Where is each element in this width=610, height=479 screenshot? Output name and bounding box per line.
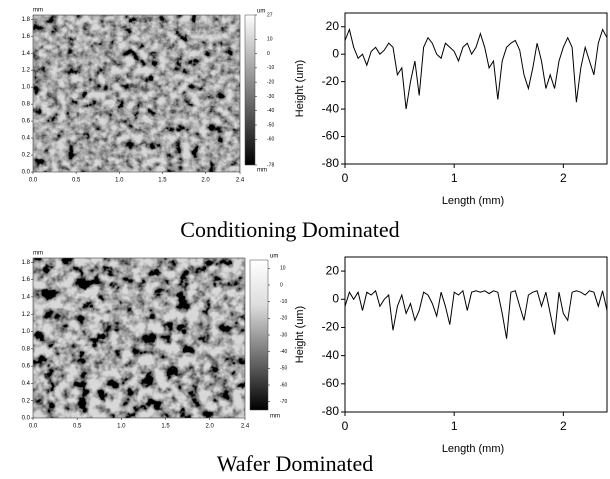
x-tick-label: 2 — [560, 419, 567, 433]
y-axis-label: Height (um) — [294, 60, 306, 117]
x-tick-label: 2.4 — [236, 178, 245, 184]
y-tick-label: 1.4 — [22, 294, 31, 300]
x-tick-label: 0.5 — [72, 178, 81, 184]
y-tick-label: 1.0 — [22, 85, 31, 91]
y-axis-label: Height (um) — [294, 306, 306, 363]
y-tick-label: 0.8 — [22, 346, 31, 352]
colorbar-tick-label: -30 — [267, 94, 274, 100]
y-tick-label: 1.4 — [22, 51, 31, 57]
x-tick-label: 0.0 — [29, 178, 38, 184]
frame — [32, 257, 246, 419]
caption: Conditioning Dominated — [180, 217, 399, 242]
y-tick-label: -80 — [322, 156, 340, 170]
colorbar-tick-label: -60 — [280, 382, 287, 388]
colorbar-unit: um — [270, 254, 278, 260]
x-tick-label: 0.5 — [73, 424, 82, 430]
y-tick-label: 1.6 — [22, 277, 31, 283]
y-tick-label: 0 — [332, 46, 339, 60]
y-tick-label: 0 — [332, 291, 339, 305]
y-tick-label: 0.8 — [22, 102, 31, 108]
colorbar-tick-label: 10 — [280, 266, 286, 272]
x-tick-label: 1 — [451, 171, 458, 185]
y-tick-label: 1.8 — [22, 260, 31, 266]
y-tick-label: 0.4 — [22, 381, 31, 387]
colorbar-unit: um — [257, 9, 265, 15]
y-tick-label: 0.4 — [22, 136, 31, 142]
y-tick-label: 0.2 — [22, 398, 31, 404]
height-map — [33, 258, 245, 418]
x-tick-label: 1.5 — [158, 178, 167, 184]
colorbar-tick-label: 10 — [267, 37, 273, 43]
colorbar-tick-label: -10 — [280, 299, 287, 305]
colorbar-tick-label: -40 — [267, 108, 274, 114]
x-tick-label: 0 — [342, 419, 349, 433]
y-unit: mm — [33, 251, 43, 257]
x-tick-label: 0.0 — [29, 424, 38, 430]
profile-line — [344, 27, 608, 110]
height-map — [33, 15, 240, 172]
colorbar-tick-label: -10 — [267, 65, 274, 71]
y-tick-label: -60 — [322, 376, 340, 390]
plot-frame — [344, 256, 608, 413]
x-unit: mm — [270, 414, 280, 420]
x-axis-label: Length (mm) — [442, 443, 504, 455]
y-tick-label: 0.0 — [22, 416, 31, 422]
colorbar-tick-label: -40 — [280, 349, 287, 355]
profile-line — [344, 289, 608, 339]
colorbar-tick-label: 27 — [267, 12, 273, 18]
y-tick-label: 1.6 — [22, 34, 31, 40]
x-axis-label: Length (mm) — [442, 195, 504, 207]
x-tick-label: 1 — [451, 419, 458, 433]
y-tick-label: 1.2 — [22, 68, 31, 74]
colorbar-tick-label: -70 — [280, 399, 287, 405]
y-tick-label: -80 — [322, 404, 340, 418]
y-tick-label: 1.8 — [22, 17, 31, 23]
y-tick-label: 20 — [326, 19, 340, 33]
colorbar-tick-label: -60 — [267, 137, 274, 143]
x-tick-label: 0 — [342, 171, 349, 185]
y-tick-label: 1.0 — [22, 329, 31, 335]
x-tick-label: 2 — [560, 171, 567, 185]
x-tick-label: 1.0 — [117, 424, 126, 430]
y-tick-label: 0.0 — [22, 170, 31, 176]
y-tick-label: -60 — [322, 129, 340, 143]
y-tick-label: -40 — [322, 101, 340, 115]
plot-frame — [344, 12, 608, 165]
y-tick-label: 0.6 — [22, 364, 31, 370]
x-tick-label: 2.0 — [201, 178, 210, 184]
y-tick-label: 1.2 — [22, 312, 31, 318]
y-tick-label: -40 — [322, 348, 340, 362]
colorbar-tick-label: -50 — [280, 366, 287, 372]
y-tick-label: -20 — [322, 74, 340, 88]
x-tick-label: 1.0 — [115, 178, 124, 184]
y-tick-label: 0.2 — [22, 153, 31, 159]
colorbar-tick-label: -50 — [267, 122, 274, 128]
y-tick-label: 0.6 — [22, 119, 31, 125]
x-tick-label: 2.0 — [205, 424, 214, 430]
colorbar-tick-label: 0 — [267, 51, 270, 57]
colorbar — [249, 259, 269, 411]
y-tick-label: 20 — [326, 263, 340, 277]
colorbar — [244, 14, 256, 166]
colorbar-tick-label: -30 — [280, 332, 287, 338]
caption: Wafer Dominated — [217, 451, 373, 476]
colorbar-tick-label: -20 — [280, 316, 287, 322]
colorbar-tick-label: -20 — [267, 79, 274, 85]
x-tick-label: 1.5 — [161, 424, 170, 430]
x-unit: mm — [257, 168, 267, 174]
y-unit: mm — [33, 8, 43, 14]
colorbar-tick-label: -78 — [267, 162, 274, 168]
colorbar-tick-label: 0 — [280, 282, 283, 288]
frame — [32, 14, 241, 173]
y-tick-label: -20 — [322, 320, 340, 334]
x-tick-label: 2.4 — [241, 424, 250, 430]
